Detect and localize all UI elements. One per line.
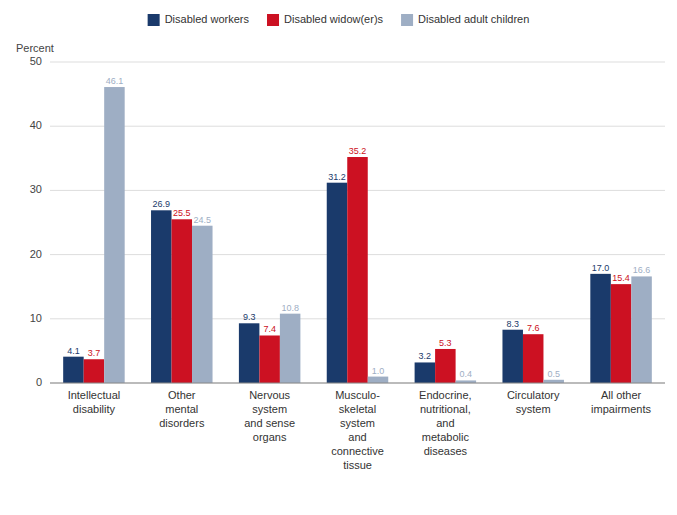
x-tick-label-line: Intellectual (68, 389, 121, 401)
y-tick-label: 10 (30, 312, 42, 324)
x-tick-label-line: Endocrine, (419, 389, 472, 401)
bar (631, 276, 652, 383)
bar (104, 87, 125, 383)
x-axis-line (50, 383, 665, 384)
legend-swatch (148, 14, 160, 26)
x-tick-label-line: impairments (591, 403, 651, 415)
x-tick-label-line: connective (331, 445, 384, 457)
data-label: 7.4 (263, 324, 276, 334)
data-label: 0.4 (460, 369, 473, 379)
bar (259, 335, 280, 383)
legend-item: Disabled widow(er)s (267, 13, 384, 26)
bar (368, 377, 389, 383)
data-label: 15.4 (612, 273, 630, 283)
x-tick-label: Nervous system and sense organs (244, 389, 295, 443)
x-tick-label: All other impairments (591, 389, 651, 415)
x-tick-label-line: and (348, 431, 366, 443)
x-tick-label: Circulatory system (507, 389, 560, 415)
data-label: 10.8 (281, 303, 299, 313)
y-tick-label: 30 (30, 183, 42, 195)
data-label: 5.3 (439, 338, 452, 348)
x-tick-label-line: system (252, 403, 287, 415)
grid-line (50, 62, 665, 63)
chart: 0 10 20 30 40 50Percent 4.1 26.9 9.3 31.2 3.2 8.3 17… (0, 0, 677, 515)
data-label: 3.2 (419, 351, 432, 361)
x-tick-label-line: organs (253, 431, 287, 443)
y-tick-label: 40 (30, 119, 42, 131)
x-tick-label-line: system (516, 403, 551, 415)
legend-label: Disabled adult children (418, 13, 529, 25)
bar (239, 323, 260, 383)
x-tick-label-line: diseases (424, 445, 468, 457)
x-tick-label-line: Circulatory (507, 389, 560, 401)
x-tick-label: Other mental disorders (159, 389, 205, 429)
data-label: 16.6 (633, 265, 651, 275)
legend-swatch (401, 14, 413, 26)
legend-item: Disabled adult children (401, 13, 529, 26)
bars (63, 87, 652, 383)
bar (151, 210, 172, 383)
x-tick-label-line: mental (165, 403, 198, 415)
grid-line (50, 126, 665, 127)
x-tick-label-line: metabolic (422, 431, 470, 443)
x-tick-label-line: nutritional, (420, 403, 471, 415)
y-axis-label: Percent (16, 42, 54, 54)
data-label: 1.0 (372, 366, 385, 376)
bar (280, 314, 301, 383)
data-label: 8.3 (506, 319, 519, 329)
x-tick-label-line: Other (168, 389, 196, 401)
data-label: 26.9 (153, 199, 171, 209)
data-label: 35.2 (349, 146, 367, 156)
bar (192, 226, 213, 383)
x-tick-label-line: disability (73, 403, 116, 415)
bar (611, 284, 632, 383)
grid-line (50, 383, 665, 384)
bar (502, 330, 523, 383)
x-tick-label-line: and sense (244, 417, 295, 429)
data-label: 3.7 (88, 348, 101, 358)
data-label: 7.6 (527, 323, 540, 333)
x-tick-label-line: and (436, 417, 454, 429)
data-label: 24.5 (194, 215, 212, 225)
x-tick-label: Intellectual disability (68, 389, 121, 415)
data-label: 9.3 (243, 312, 256, 322)
x-tick-label-line: system (340, 417, 375, 429)
data-label: 4.1 (67, 346, 80, 356)
bar (63, 357, 84, 383)
legend-label: Disabled workers (165, 13, 250, 25)
bar (435, 349, 456, 383)
legend-item: Disabled workers (148, 13, 250, 26)
data-label: 31.2 (328, 172, 346, 182)
data-label: 46.1 (106, 76, 124, 86)
data-label: 0.5 (547, 369, 560, 379)
bar (172, 219, 193, 383)
y-tick-label: 0 (36, 376, 42, 388)
legend-label: Disabled widow(er)s (284, 13, 384, 25)
bar (523, 334, 544, 383)
x-tick-label-line: Musculo- (335, 389, 380, 401)
x-tick-label-line: skeletal (339, 403, 376, 415)
y-tick-label: 50 (30, 55, 42, 67)
bar (327, 183, 348, 383)
bar (415, 362, 436, 383)
x-tick-label-line: disorders (159, 417, 205, 429)
data-label: 25.5 (173, 208, 191, 218)
legend-swatch (267, 14, 279, 26)
bar (84, 359, 105, 383)
x-tick-label: Musculo-skeletal system and connective tissu… (331, 389, 384, 471)
x-tick-label-line: Nervous (249, 389, 290, 401)
bar (590, 274, 611, 383)
x-tick-label-line: tissue (343, 459, 372, 471)
y-tick-label: 20 (30, 248, 42, 260)
grid (50, 62, 665, 383)
x-tick-label: Endocrine, nutritional, and metabolic diseas… (419, 389, 472, 457)
bar (347, 157, 368, 383)
x-tick-label-line: All other (601, 389, 642, 401)
data-label: 17.0 (592, 263, 610, 273)
legend: Disabled workers Disabled widow(er)s Disab… (148, 13, 530, 26)
